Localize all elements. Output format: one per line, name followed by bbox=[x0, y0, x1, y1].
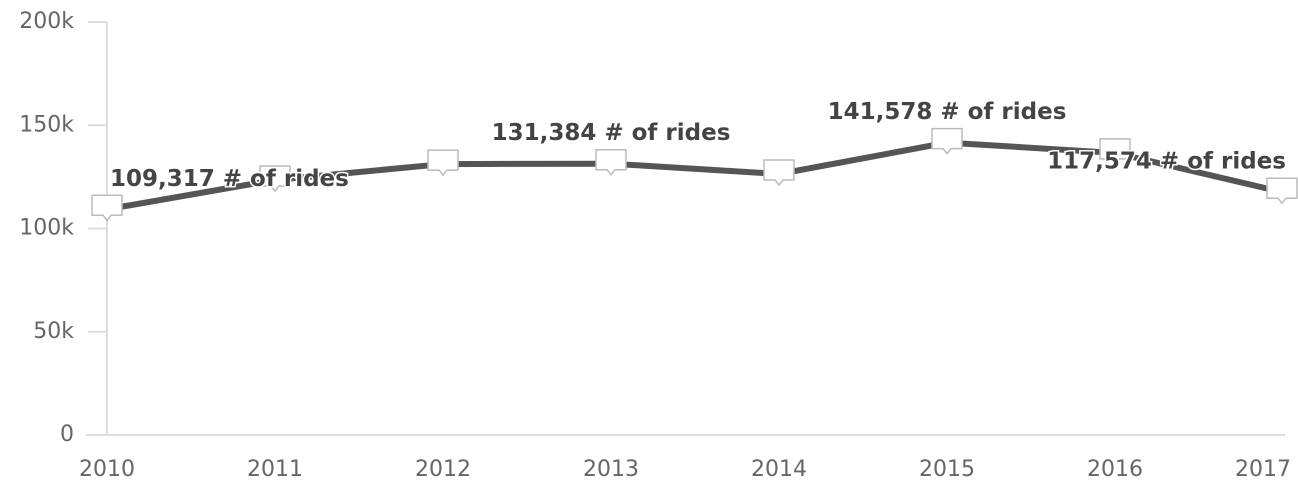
y-tick-label: 100k bbox=[19, 216, 74, 241]
marker bbox=[595, 148, 627, 176]
x-tick-label: 2013 bbox=[583, 457, 639, 481]
line bbox=[106, 139, 1284, 213]
x-tick-label: 2016 bbox=[1087, 457, 1143, 481]
value-label: 117,574 # of rides bbox=[1047, 149, 1286, 175]
x-tick-label: 2015 bbox=[919, 457, 975, 481]
y-tick-label: 200k bbox=[19, 9, 74, 34]
value-label: 141,578 # of rides bbox=[828, 99, 1067, 125]
marker bbox=[1099, 138, 1131, 166]
y-tick-label: 150k bbox=[19, 112, 74, 137]
value-label: 131,384 # of rides bbox=[492, 120, 731, 146]
marker bbox=[931, 127, 963, 155]
marker bbox=[91, 194, 123, 222]
x-tick-label: 2014 bbox=[751, 457, 807, 481]
marker bbox=[763, 159, 795, 187]
value-label: 109,317 # of rides bbox=[110, 166, 349, 192]
x-tick-label: 2011 bbox=[247, 457, 303, 481]
x-tick-label: 2010 bbox=[79, 457, 135, 481]
marker bbox=[259, 165, 291, 193]
y-tick-label: 0 bbox=[60, 422, 74, 447]
marker bbox=[427, 149, 459, 177]
x-tick-label: 2017 bbox=[1235, 457, 1291, 481]
y-tick-label: 50k bbox=[33, 319, 74, 344]
marker bbox=[1266, 177, 1298, 205]
x-tick-label: 2012 bbox=[415, 457, 471, 481]
